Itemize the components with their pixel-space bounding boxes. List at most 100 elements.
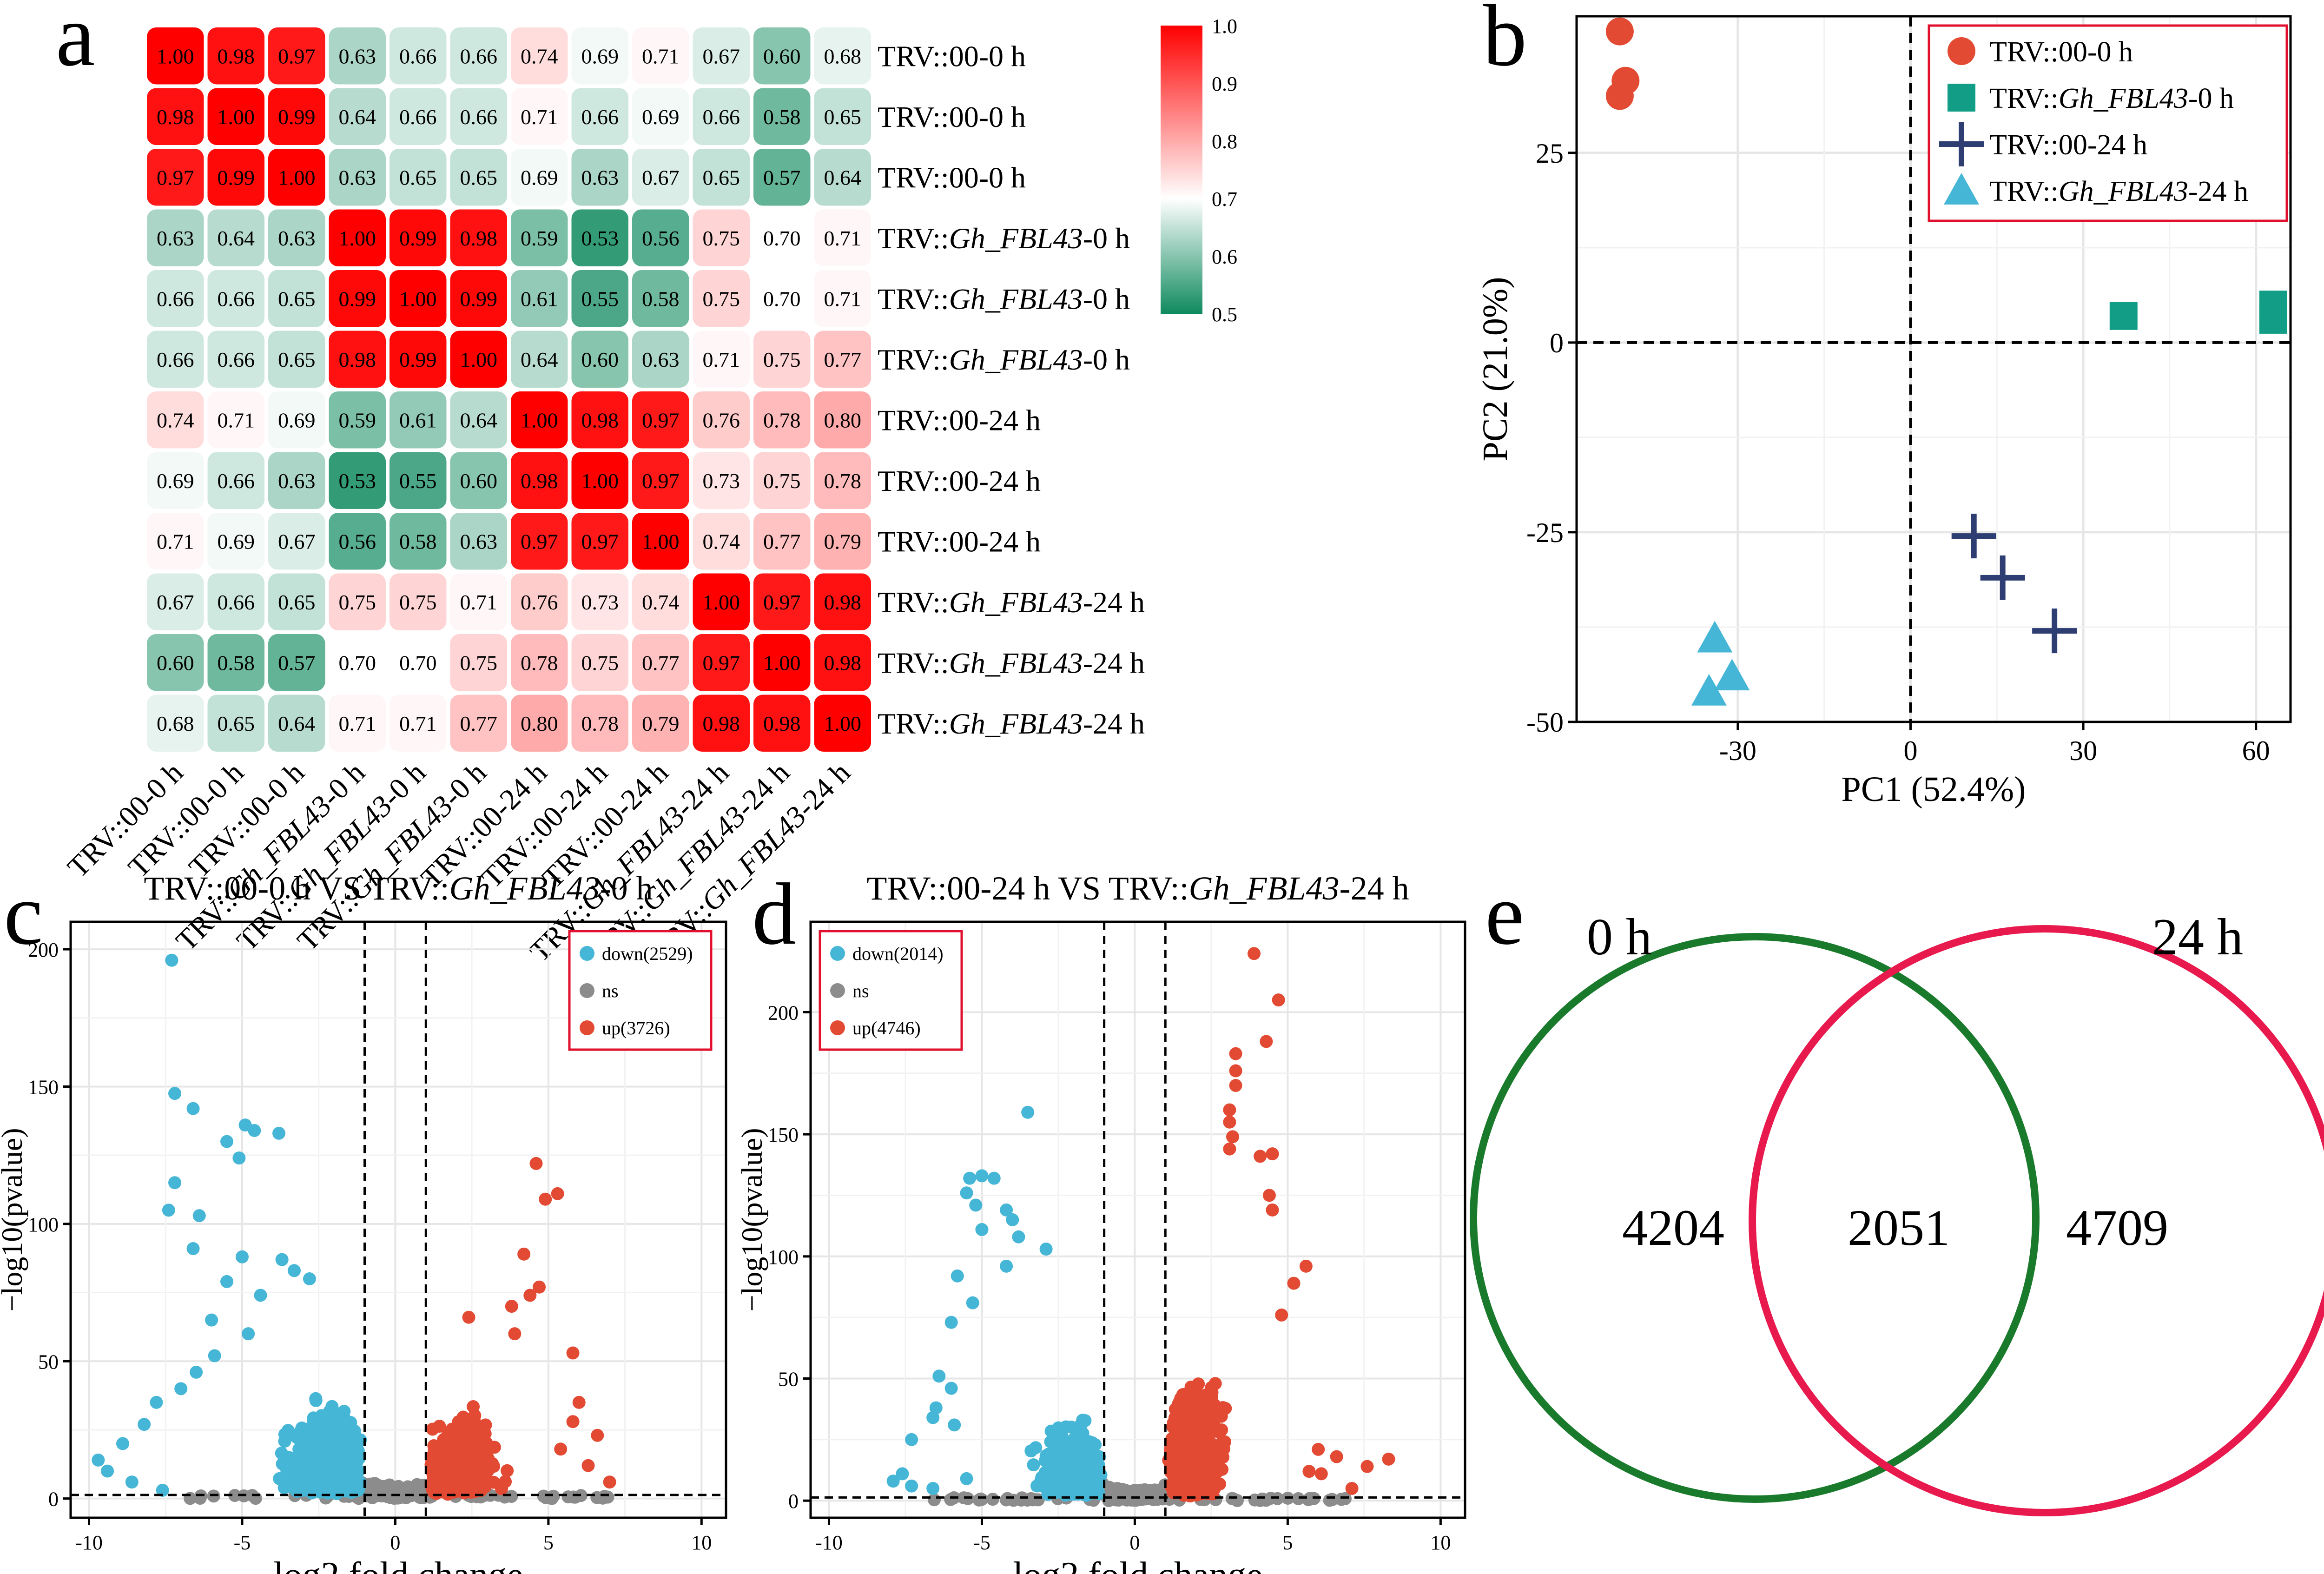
heatmap-cell-value: 0.71 (399, 712, 437, 735)
volcano-point-down (1059, 1483, 1072, 1497)
volcano-point-down (963, 1171, 977, 1185)
heatmap-cell (632, 573, 689, 630)
heatmap-cell-value: 0.60 (460, 469, 498, 493)
heatmap-cell-value: 0.77 (642, 651, 680, 675)
volcano-legend-key (830, 983, 845, 998)
volcano-point-up (508, 1327, 522, 1341)
volcano-point-up (450, 1463, 463, 1477)
volcano-point-down (287, 1264, 301, 1277)
volcano-point-down (337, 1436, 351, 1450)
label-part: -0 h (1083, 222, 1130, 255)
volcano-point-up (480, 1448, 494, 1461)
heatmap-cell-value: 0.56 (642, 226, 680, 250)
volcano-point-down (205, 1313, 218, 1327)
volcano-point-up (1178, 1416, 1192, 1429)
volcano-point-down (326, 1481, 339, 1494)
volcano-legend-label: up(4746) (852, 1018, 921, 1038)
pca-point-square (2109, 302, 2138, 330)
volcano-x-tick-label: 0 (390, 1531, 400, 1554)
volcano-point-down (1051, 1458, 1064, 1471)
volcano-x-tick-label: -10 (75, 1531, 103, 1554)
volcano-point-down (334, 1447, 347, 1461)
volcano-y-axis-title: −log10(pvalue) (735, 1128, 768, 1311)
label-part: TRV::00-24 h (878, 525, 1041, 558)
heatmap-cell-value: 0.70 (763, 287, 801, 311)
heatmap-cell (207, 634, 264, 691)
heatmap-cell-value: 0.69 (278, 408, 316, 432)
venn-circle-24h (1749, 925, 2324, 1516)
heatmap-cell (390, 27, 447, 85)
volcano-point-up (462, 1310, 475, 1324)
volcano-point-up (1175, 1439, 1188, 1453)
heatmap-cell (693, 634, 750, 691)
volcano-y-tick-label: 0 (48, 1488, 59, 1511)
volcano-point-down (948, 1418, 961, 1432)
heatmap-cell-value: 0.80 (521, 712, 558, 735)
volcano-point-down (348, 1424, 361, 1438)
heatmap-cell-value: 1.00 (399, 287, 437, 311)
volcano-point-down (312, 1440, 326, 1454)
volcano-y-tick-label: 150 (768, 1124, 799, 1146)
heatmap-cell-value: 0.53 (339, 469, 376, 493)
volcano-point-up (581, 1459, 595, 1472)
heatmap-cell-value: 1.00 (278, 165, 316, 189)
pca-y-axis-title: PC2 (21.0%) (1476, 277, 1515, 462)
volcano-point-ns (1303, 1492, 1317, 1505)
volcano-point-ns (547, 1489, 560, 1503)
heatmap-cell (511, 694, 568, 752)
heatmap-cell (390, 573, 447, 630)
label-gene: Gh_FBL43 (949, 586, 1083, 619)
heatmap-cell (268, 513, 325, 570)
heatmap-cell (268, 149, 325, 206)
volcano-point-down (208, 1349, 221, 1362)
heatmap-row-label: TRV::Gh_FBL43-24 h (878, 707, 1145, 740)
label-part: TRV::00-0 h VS TRV:: (144, 870, 449, 907)
volcano-point-up (1260, 1035, 1273, 1048)
heatmap-cell (390, 452, 447, 509)
heatmap-cell (511, 209, 568, 266)
volcano-point-down (116, 1437, 130, 1450)
volcano-point-down (165, 953, 178, 967)
heatmap-cell-value: 0.66 (399, 105, 437, 129)
volcano-point-down (975, 1223, 989, 1237)
heatmap-cell-value: 0.80 (824, 408, 862, 432)
heatmap-cell-value: 1.00 (218, 105, 255, 129)
volcano-point-ns (1323, 1494, 1336, 1507)
heatmap-cell (207, 573, 264, 630)
volcano-legend-label: ns (852, 980, 869, 1001)
volcano-point-up (1299, 1259, 1313, 1273)
heatmap-row-label: TRV::Gh_FBL43-0 h (878, 222, 1130, 255)
label-gene: Gh_FBL43 (1189, 870, 1340, 907)
heatmap-cell-value: 0.78 (581, 712, 619, 735)
heatmap-cell (390, 694, 447, 752)
volcano-point-down (168, 1087, 182, 1100)
volcano-point-down (220, 1275, 234, 1288)
volcano-point-up (487, 1475, 501, 1489)
heatmap-cell-value: 1.00 (642, 529, 680, 553)
volcano-point-down (969, 1198, 983, 1212)
volcano-point-up (517, 1247, 531, 1261)
volcano-point-down (1029, 1441, 1043, 1455)
volcano-point-down (951, 1269, 964, 1283)
volcano-point-down (174, 1382, 188, 1395)
volcano-point-up (1175, 1448, 1188, 1462)
volcano-point-up (467, 1400, 480, 1414)
volcano-point-down (1076, 1414, 1089, 1427)
heatmap-cell (390, 209, 447, 266)
volcano-point-down (926, 1411, 940, 1424)
heatmap-cell-value: 0.59 (339, 408, 376, 432)
volcano-point-up (1254, 1150, 1267, 1163)
volcano-point-up (1175, 1481, 1189, 1495)
heatmap-cell-value: 0.66 (399, 44, 437, 68)
volcano-point-up (501, 1464, 514, 1477)
heatmap-cell-value: 0.98 (763, 712, 801, 735)
heatmap-row-label: TRV::00-24 h (878, 464, 1041, 497)
volcano-point-down (138, 1418, 151, 1431)
heatmap-cell (329, 452, 386, 509)
label-part: -24 h (2188, 176, 2248, 207)
venn-count-both: 2051 (1848, 1199, 1950, 1256)
pca-x-tick-label: 30 (2069, 735, 2097, 766)
volcano-point-down (232, 1151, 246, 1165)
heatmap-cell-value: 0.63 (278, 469, 316, 493)
